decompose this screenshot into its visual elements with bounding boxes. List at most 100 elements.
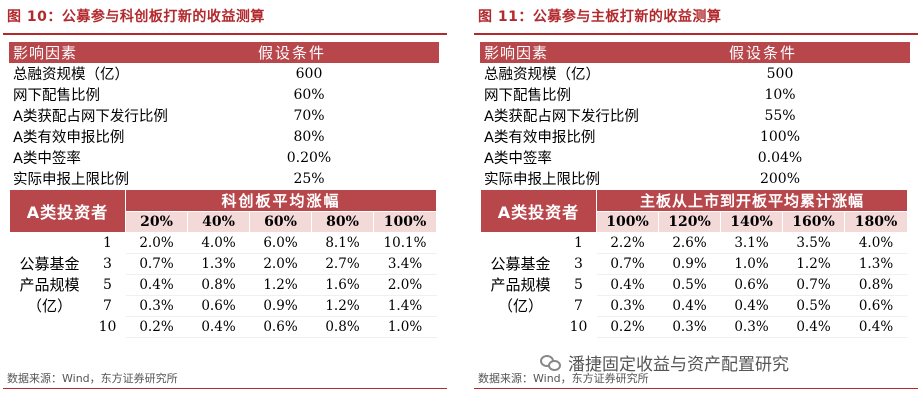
figure-11-panel: 图 11：公募参与主板打新的收益测算 影响因素 假设条件 总融资规模（亿） 500… bbox=[474, 0, 918, 405]
factor-value: 500 bbox=[766, 65, 794, 82]
scale-label: 3 bbox=[89, 253, 126, 275]
assumptions-header: 影响因素 假设条件 bbox=[480, 42, 910, 63]
cell-value: 0.6% bbox=[187, 295, 250, 317]
cell-value: 0.6% bbox=[720, 274, 783, 296]
cell-value: 0.8% bbox=[187, 274, 250, 296]
cell-value: 1.2% bbox=[782, 253, 845, 275]
factor-label: 网下配售比例 bbox=[484, 88, 571, 104]
scale-label: 1 bbox=[89, 232, 126, 254]
scale-label: 1 bbox=[560, 232, 597, 254]
factor-label: 总融资规模（亿） bbox=[484, 67, 600, 83]
assumption-row: A类获配占网下发行比例 55% bbox=[480, 105, 910, 126]
matrix-span-header: 科创板平均涨幅 bbox=[125, 189, 437, 212]
assumption-row: 实际申报上限比例 200% bbox=[480, 168, 910, 189]
assumption-row: A类中签率 0.20% bbox=[9, 147, 439, 168]
factor-value: 55% bbox=[764, 107, 796, 124]
figure-title: 图 10：公募参与科创板打新的收益测算 bbox=[7, 9, 265, 25]
scale-label: 7 bbox=[89, 295, 126, 317]
factor-value: 25% bbox=[293, 170, 325, 187]
cell-value: 0.4% bbox=[720, 295, 783, 317]
cell-value: 0.2% bbox=[125, 316, 188, 338]
cell-value: 0.8% bbox=[844, 274, 908, 296]
scale-label: 10 bbox=[560, 316, 597, 338]
factor-label: A类有效申报比例 bbox=[13, 130, 125, 146]
assumptions-header: 影响因素 假设条件 bbox=[9, 42, 439, 63]
cell-value: 0.4% bbox=[658, 295, 721, 317]
column-header: 60% bbox=[249, 211, 312, 233]
assumptions-table: 影响因素 假设条件 总融资规模（亿） 600 网下配售比例 60% A类获配占网下发… bbox=[9, 42, 439, 189]
bottom-divider bbox=[3, 388, 447, 389]
assumption-row: A类中签率 0.04% bbox=[480, 147, 910, 168]
cell-value: 1.6% bbox=[311, 274, 374, 296]
cell-value: 4.0% bbox=[844, 232, 908, 254]
cell-value: 1.3% bbox=[844, 253, 908, 275]
cell-value: 2.6% bbox=[658, 232, 721, 254]
cell-value: 1.0% bbox=[373, 316, 437, 338]
figure-title: 图 11：公募参与主板打新的收益测算 bbox=[478, 9, 722, 25]
cell-value: 1.2% bbox=[249, 274, 312, 296]
cell-value: 2.7% bbox=[311, 253, 374, 275]
wechat-icon bbox=[540, 354, 562, 372]
cell-value: 0.7% bbox=[125, 253, 188, 275]
return-matrix: A类投资者 科创板平均涨幅 20% 40% 60% 80% 100% 公募基金产… bbox=[9, 189, 437, 338]
factor-label: A类获配占网下发行比例 bbox=[13, 109, 168, 125]
assumption-row: A类有效申报比例 100% bbox=[480, 126, 910, 147]
column-header: 20% bbox=[125, 211, 188, 233]
cell-value: 1.0% bbox=[720, 253, 783, 275]
factor-value: 10% bbox=[764, 86, 796, 103]
cell-value: 0.7% bbox=[782, 274, 845, 296]
factor-label: 总融资规模（亿） bbox=[13, 67, 129, 83]
assumption-row: 实际申报上限比例 25% bbox=[9, 168, 439, 189]
cell-value: 0.4% bbox=[596, 274, 659, 296]
scale-label: 7 bbox=[560, 295, 597, 317]
cell-value: 0.6% bbox=[844, 295, 908, 317]
factor-label: A类有效申报比例 bbox=[484, 130, 596, 146]
scale-label: 5 bbox=[89, 274, 126, 296]
assumption-row: 总融资规模（亿） 600 bbox=[9, 63, 439, 84]
cell-value: 0.5% bbox=[658, 274, 721, 296]
cell-value: 0.3% bbox=[658, 316, 721, 338]
cell-value: 0.9% bbox=[249, 295, 312, 317]
cell-value: 1.3% bbox=[187, 253, 250, 275]
cell-value: 0.3% bbox=[125, 295, 188, 317]
column-header: 120% bbox=[658, 211, 721, 233]
factor-label: 实际申报上限比例 bbox=[13, 172, 129, 188]
column-header: 80% bbox=[311, 211, 374, 233]
data-source: 数据来源：Wind，东方证券研究所 bbox=[7, 372, 178, 385]
cell-value: 0.4% bbox=[844, 316, 908, 338]
factor-label: A类获配占网下发行比例 bbox=[484, 109, 639, 125]
cell-value: 6.0% bbox=[249, 232, 312, 254]
cell-value: 0.6% bbox=[249, 316, 312, 338]
cell-value: 3.1% bbox=[720, 232, 783, 254]
cell-value: 1.4% bbox=[373, 295, 437, 317]
header-assumption: 假设条件 bbox=[258, 44, 327, 62]
cell-value: 0.9% bbox=[658, 253, 721, 275]
cell-value: 0.3% bbox=[720, 316, 783, 338]
scale-label: 5 bbox=[560, 274, 597, 296]
title-divider bbox=[3, 33, 447, 35]
figure-10-panel: 图 10：公募参与科创板打新的收益测算 影响因素 假设条件 总融资规模（亿） 60… bbox=[3, 0, 447, 405]
header-factor: 影响因素 bbox=[13, 44, 78, 62]
column-header: 160% bbox=[782, 211, 845, 233]
column-header: 100% bbox=[373, 211, 437, 233]
column-header: 140% bbox=[720, 211, 783, 233]
factor-label: A类中签率 bbox=[13, 151, 81, 167]
cell-value: 3.5% bbox=[782, 232, 845, 254]
cell-value: 2.0% bbox=[249, 253, 312, 275]
cell-value: 2.0% bbox=[125, 232, 188, 254]
assumptions-table: 影响因素 假设条件 总融资规模（亿） 500 网下配售比例 10% A类获配占网下发… bbox=[480, 42, 910, 189]
cell-value: 0.4% bbox=[782, 316, 845, 338]
cell-value: 0.5% bbox=[782, 295, 845, 317]
assumption-row: A类有效申报比例 80% bbox=[9, 126, 439, 147]
cell-value: 0.8% bbox=[311, 316, 374, 338]
scale-label: 3 bbox=[560, 253, 597, 275]
cell-value: 0.4% bbox=[125, 274, 188, 296]
factor-label: 网下配售比例 bbox=[13, 88, 100, 104]
data-source: 数据来源：Wind，东方证券研究所 bbox=[478, 372, 649, 385]
factor-value: 80% bbox=[293, 128, 325, 145]
factor-value: 0.04% bbox=[757, 149, 803, 166]
scale-label: 10 bbox=[89, 316, 126, 338]
header-assumption: 假设条件 bbox=[729, 44, 798, 62]
bottom-divider bbox=[474, 388, 918, 389]
cell-value: 3.4% bbox=[373, 253, 437, 275]
